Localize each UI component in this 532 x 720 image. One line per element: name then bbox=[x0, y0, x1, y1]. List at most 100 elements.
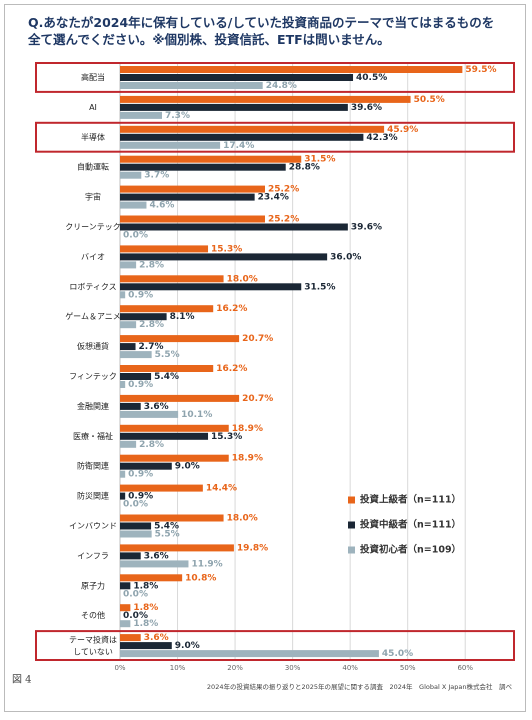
value-label: 0.9% bbox=[128, 492, 153, 502]
y-tick-label: 金融関連 bbox=[77, 401, 109, 411]
bar bbox=[120, 223, 348, 231]
source-note: 2024年の投資結果の振り返りと2025年の展望に関する調査 2024年 Glo… bbox=[207, 682, 513, 691]
bar bbox=[120, 103, 348, 111]
value-label: 0.0% bbox=[123, 231, 148, 241]
value-label: 25.2% bbox=[268, 215, 299, 225]
value-label: 50.5% bbox=[414, 95, 445, 105]
value-label: 18.0% bbox=[227, 274, 258, 284]
value-label: 5.5% bbox=[155, 350, 180, 360]
value-label: 40.5% bbox=[356, 73, 387, 83]
value-label: 0.0% bbox=[123, 500, 148, 510]
legend-swatch bbox=[348, 496, 355, 504]
y-tick-label: 半導体 bbox=[81, 132, 105, 142]
bar bbox=[120, 604, 131, 612]
legend-label: 投資上級者（n=111） bbox=[360, 494, 461, 506]
bar bbox=[120, 394, 240, 402]
bar bbox=[120, 155, 302, 163]
bar bbox=[120, 82, 263, 89]
highlight-box bbox=[35, 62, 515, 93]
bar bbox=[120, 522, 152, 530]
value-label: 2.8% bbox=[139, 260, 164, 270]
value-label: 3.6% bbox=[144, 551, 169, 561]
chart-title: Q.あなたが2024年に保有している/していた投資商品のテーマで当てはまるものを… bbox=[28, 15, 495, 47]
bar bbox=[120, 141, 221, 149]
bar bbox=[120, 440, 137, 448]
value-label: 0.0% bbox=[123, 589, 148, 599]
bar bbox=[120, 305, 214, 313]
bar bbox=[120, 552, 141, 560]
bar bbox=[120, 313, 167, 321]
bar bbox=[120, 650, 379, 658]
value-label: 8.1% bbox=[170, 312, 195, 322]
value-label: 17.4% bbox=[223, 141, 254, 151]
x-tick-label: 0% bbox=[114, 664, 125, 672]
bar bbox=[120, 381, 126, 388]
bar bbox=[120, 201, 147, 209]
bar bbox=[120, 171, 142, 179]
bar bbox=[120, 454, 229, 462]
legend-swatch bbox=[348, 521, 355, 529]
value-label: 11.9% bbox=[191, 559, 222, 569]
value-label: 39.6% bbox=[351, 103, 382, 113]
legend-label: 投資初心者（n=109） bbox=[360, 544, 461, 556]
value-label: 1.8% bbox=[133, 603, 158, 613]
y-tick-label: 仮想通貨 bbox=[77, 341, 109, 351]
value-label: 42.3% bbox=[366, 133, 397, 143]
frame bbox=[4, 4, 526, 712]
legend-label: 投資中級者（n=111） bbox=[360, 519, 461, 531]
y-tick-label: その他 bbox=[81, 610, 105, 620]
bar bbox=[120, 253, 328, 261]
value-label: 59.5% bbox=[465, 65, 496, 75]
y-tick-label: クリーンテック bbox=[65, 223, 121, 232]
value-label: 25.2% bbox=[268, 185, 299, 195]
bar bbox=[120, 410, 179, 418]
value-label: 9.0% bbox=[175, 462, 200, 472]
bar bbox=[120, 215, 265, 223]
value-label: 31.5% bbox=[304, 155, 335, 165]
x-tick-label: 60% bbox=[457, 664, 473, 672]
bar bbox=[120, 373, 152, 380]
y-tick-label: 医療・福祉 bbox=[73, 431, 113, 441]
y-tick-label: テーマ投資はしていない bbox=[69, 634, 117, 656]
bar bbox=[120, 163, 286, 171]
bar bbox=[120, 582, 131, 590]
bar bbox=[120, 125, 385, 133]
highlight-box bbox=[35, 630, 515, 661]
value-label: 19.8% bbox=[237, 543, 268, 553]
bar bbox=[120, 642, 172, 650]
value-label: 5.4% bbox=[154, 372, 179, 382]
bar bbox=[120, 544, 234, 552]
y-tick-label: 高配当 bbox=[81, 72, 105, 82]
value-label: 36.0% bbox=[330, 252, 361, 262]
bar bbox=[120, 402, 141, 410]
legend-swatch bbox=[348, 546, 355, 554]
value-label: 2.8% bbox=[139, 440, 164, 450]
bar bbox=[120, 620, 131, 628]
value-label: 20.7% bbox=[242, 394, 273, 404]
value-label: 16.2% bbox=[216, 304, 247, 314]
bar bbox=[120, 74, 354, 81]
bar bbox=[120, 574, 183, 582]
value-label: 3.7% bbox=[144, 171, 169, 181]
x-tick-label: 30% bbox=[285, 664, 301, 672]
bar bbox=[120, 470, 126, 478]
x-tick-label: 40% bbox=[342, 664, 358, 672]
x-tick-label: 20% bbox=[227, 664, 243, 672]
bar bbox=[120, 343, 136, 351]
value-label: 10.8% bbox=[185, 573, 216, 583]
bar bbox=[120, 351, 152, 359]
value-label: 15.3% bbox=[211, 244, 242, 254]
value-label: 45.9% bbox=[387, 125, 418, 135]
value-label: 28.8% bbox=[289, 163, 320, 173]
value-label: 5.5% bbox=[155, 530, 180, 540]
y-tick-label: インフラ bbox=[77, 551, 109, 560]
x-tick-label: 10% bbox=[170, 664, 186, 672]
x-tick-label: 50% bbox=[400, 664, 416, 672]
bar bbox=[120, 530, 152, 538]
bar bbox=[120, 492, 126, 500]
y-tick-label: ゲーム＆アニメ bbox=[65, 311, 121, 321]
value-label: 1.8% bbox=[133, 581, 158, 591]
value-label: 0.9% bbox=[128, 290, 153, 300]
bar bbox=[120, 245, 209, 253]
